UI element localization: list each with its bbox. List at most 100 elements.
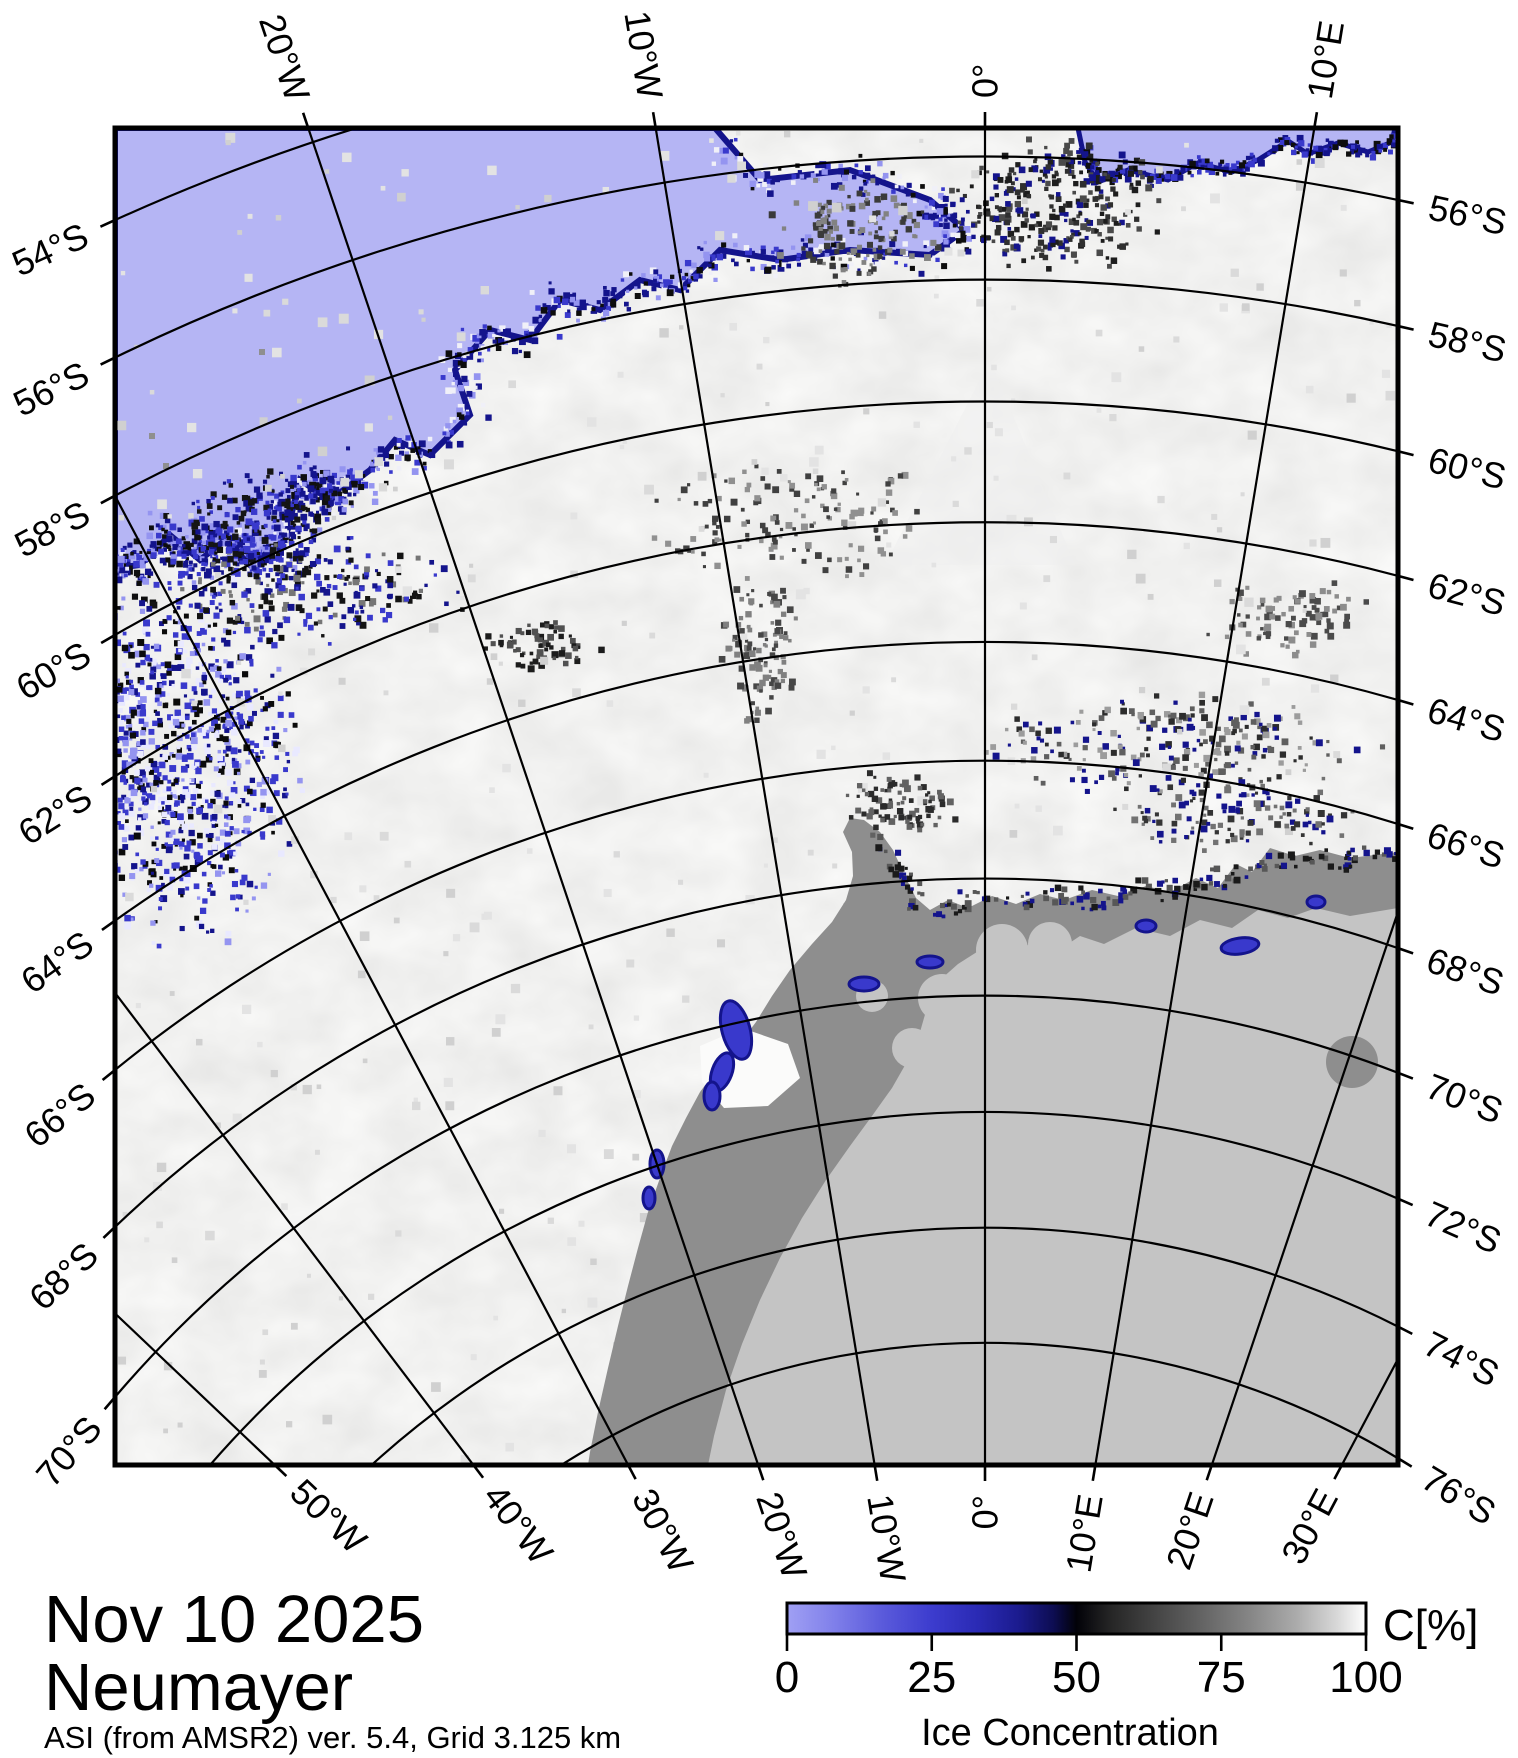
speckle <box>1273 714 1281 722</box>
speckle <box>1268 815 1274 821</box>
speckle <box>289 575 294 581</box>
speckle <box>201 561 206 566</box>
speckle <box>821 205 826 210</box>
speckle <box>831 236 835 241</box>
speckle <box>1025 180 1032 187</box>
speckle <box>145 631 151 637</box>
speckle <box>100 629 105 634</box>
speckle <box>813 177 819 183</box>
speckle <box>209 600 215 606</box>
speckle <box>898 205 908 216</box>
speckle <box>1200 767 1207 774</box>
speckle <box>564 312 571 318</box>
speckle <box>1341 139 1348 146</box>
speckle <box>167 514 172 519</box>
speckle <box>759 679 766 687</box>
speckle <box>311 592 318 599</box>
speckle <box>226 579 231 584</box>
speckle <box>749 180 756 187</box>
speckle <box>414 459 421 466</box>
speckle <box>208 832 214 839</box>
speckle <box>1201 714 1208 722</box>
speckle <box>115 639 122 647</box>
speckle <box>1155 177 1162 184</box>
speckle <box>253 626 259 632</box>
speckle <box>422 466 427 471</box>
speckle <box>1163 711 1171 718</box>
speckle <box>1048 194 1052 198</box>
speckle <box>323 470 330 477</box>
speckle <box>221 494 228 500</box>
speckle <box>201 540 206 545</box>
speckle <box>603 1149 614 1159</box>
speckle <box>1137 804 1142 809</box>
speckle <box>1305 813 1309 817</box>
speckle <box>124 714 131 722</box>
speckle <box>1008 167 1015 173</box>
speckle <box>527 330 535 337</box>
speckle <box>267 488 275 496</box>
speckle <box>746 645 752 651</box>
speckle <box>158 897 163 902</box>
speckle <box>163 543 168 548</box>
speckle <box>1135 173 1140 178</box>
speckle <box>1268 746 1275 754</box>
speckle <box>215 1122 221 1129</box>
speckle <box>313 573 321 581</box>
speckle <box>822 261 826 266</box>
speckle <box>1218 162 1223 167</box>
speckle <box>231 757 236 762</box>
speckle <box>777 252 784 259</box>
speckle <box>1068 218 1076 226</box>
speckle <box>871 266 877 272</box>
speckle <box>643 281 648 286</box>
speckle <box>1154 229 1160 235</box>
speckle <box>227 497 233 504</box>
speckle <box>230 747 238 755</box>
speckle <box>162 680 167 686</box>
speckle <box>149 673 156 680</box>
speckle <box>1070 720 1075 725</box>
speckle <box>1221 167 1226 172</box>
speckle <box>1011 398 1016 403</box>
speckle <box>191 580 197 585</box>
speckle <box>779 527 784 532</box>
speckle <box>1224 728 1231 736</box>
speckle <box>737 156 744 162</box>
speckle <box>167 531 172 535</box>
speckle <box>1291 705 1296 709</box>
speckle <box>1037 239 1045 246</box>
speckle <box>1036 246 1042 252</box>
speckle <box>305 612 313 620</box>
speckle <box>329 502 333 507</box>
speckle <box>313 494 318 499</box>
speckle <box>191 501 196 506</box>
speckle <box>863 256 868 261</box>
speckle <box>548 624 554 630</box>
speckle <box>1196 738 1201 743</box>
speckle <box>685 289 690 293</box>
speckle <box>207 837 213 843</box>
speckle <box>133 538 140 545</box>
speckle <box>140 704 146 710</box>
speckle <box>1265 634 1271 640</box>
speckle <box>96 755 102 761</box>
speckle <box>182 789 189 795</box>
speckle <box>1257 605 1262 610</box>
speckle <box>176 605 181 610</box>
speckle <box>1079 241 1086 248</box>
speckle <box>813 247 821 255</box>
speckle <box>486 678 494 685</box>
speckle <box>271 578 275 582</box>
speckle <box>368 601 374 607</box>
speckle <box>1111 372 1122 383</box>
speckle <box>856 190 863 197</box>
speckle <box>207 512 211 516</box>
speckle <box>502 329 507 333</box>
speckle <box>1203 754 1211 762</box>
speckle <box>1132 759 1140 767</box>
speckle <box>1139 752 1145 758</box>
speckle <box>224 530 230 536</box>
speckle <box>760 476 766 481</box>
